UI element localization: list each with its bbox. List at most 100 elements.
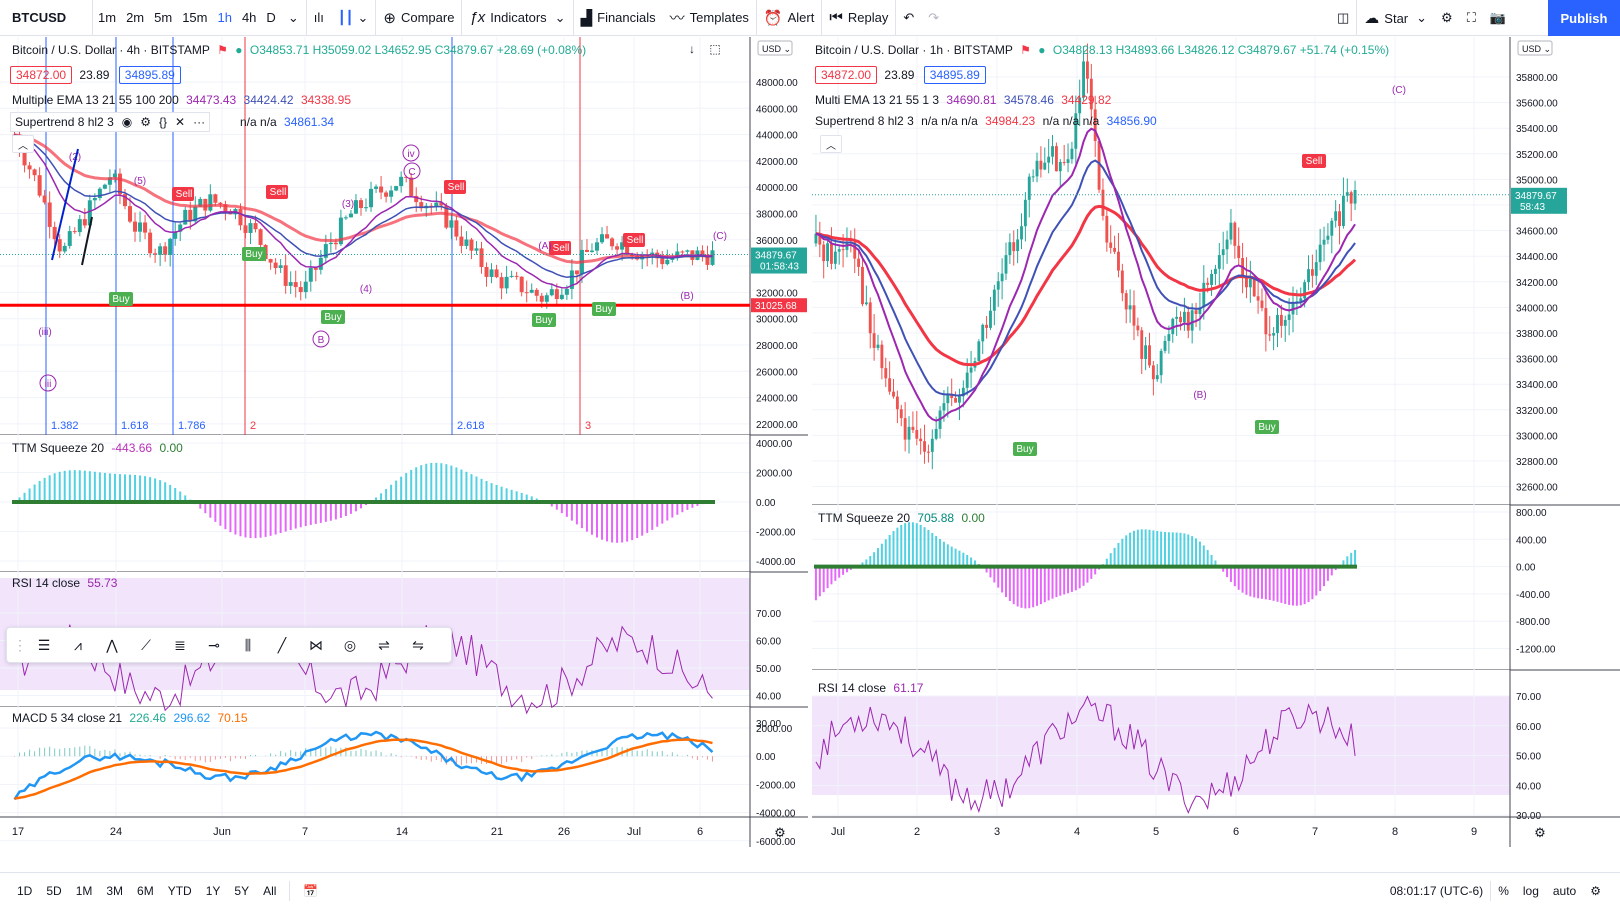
layout-button[interactable]: ◫ — [1330, 0, 1356, 36]
candle-body — [1279, 314, 1283, 326]
pattern-icon[interactable]: ⋈ — [309, 636, 323, 653]
alert-button[interactable]: ⏰ Alert — [763, 9, 815, 27]
horizontal-lines-icon[interactable]: ☰ — [37, 636, 51, 653]
current-price-label: 34879.67 — [755, 251, 797, 262]
candle-body — [218, 202, 223, 205]
horizontal-ray-icon[interactable]: ⊸ — [208, 636, 220, 653]
snapshot-button[interactable]: 📷 — [1483, 0, 1513, 36]
undo-button[interactable]: ↶ — [896, 0, 921, 36]
close-icon[interactable]: ✕ — [175, 115, 186, 129]
candle-body — [930, 438, 934, 452]
left-collapse-legend-button[interactable]: ︿ — [12, 135, 34, 153]
timeframe-dropdown[interactable]: ⌄ — [287, 9, 299, 25]
left-ask-button[interactable]: 34895.89 — [118, 66, 181, 84]
elliott-impulse-icon[interactable]: ⩘ — [74, 636, 82, 653]
gear-icon[interactable]: ⚙ — [140, 115, 151, 129]
candle-body — [318, 257, 323, 270]
star-button[interactable]: ☁ Star ⌄ — [1364, 10, 1428, 27]
range-1d[interactable]: 1D — [17, 883, 33, 898]
fx-icon: ƒx — [469, 9, 486, 26]
timeframe-2m[interactable]: 2m — [126, 10, 145, 25]
range-3m[interactable]: 3M — [106, 883, 124, 898]
range-ytd[interactable]: YTD — [167, 883, 192, 898]
more-icon[interactable]: ··· — [193, 115, 206, 129]
candle-body — [1020, 226, 1023, 240]
range-all[interactable]: All — [263, 883, 277, 898]
chart-type-candles-button[interactable]: ┃┃ ⌄ — [337, 9, 369, 25]
percent-toggle[interactable]: % — [1498, 883, 1509, 898]
price-tick-label: -1200.00 — [1516, 645, 1556, 656]
range-1y[interactable]: 1Y — [205, 883, 221, 898]
date-range-icon[interactable]: ⇋ — [412, 636, 424, 653]
timeframe-1h[interactable]: 1h — [217, 10, 232, 25]
price-tick-label: 35800.00 — [1516, 73, 1558, 84]
trend-line-icon[interactable]: ⟋ — [141, 636, 151, 653]
settings-button[interactable]: ⚙ — [1434, 0, 1460, 36]
range-1m[interactable]: 1M — [75, 883, 93, 898]
redo-button[interactable]: ↷ — [921, 0, 946, 36]
fib-spiral-icon[interactable]: ◎ — [343, 636, 357, 653]
log-toggle[interactable]: log — [1522, 883, 1539, 898]
financials-button[interactable]: ▟ Financials — [580, 9, 656, 27]
chevron-up-icon: ︿ — [826, 140, 836, 152]
candle-body — [283, 265, 288, 286]
left-supertrend-legend: Supertrend 8 hl2 3 ◉ ⚙ {} ✕ ··· — [10, 112, 211, 132]
ema-fast-line — [815, 127, 1356, 422]
time-tick-label: 9 — [1471, 826, 1477, 838]
publish-button[interactable]: Publish — [1548, 0, 1620, 36]
right-chart[interactable]: 35800.0035600.0035400.0035200.0035000.00… — [812, 37, 1620, 871]
signal-badge — [242, 247, 266, 261]
range-5d[interactable]: 5D — [46, 883, 62, 898]
candle-body — [143, 222, 148, 233]
chart-type-bars-button[interactable]: ılı — [307, 0, 331, 36]
candle-body — [600, 234, 605, 243]
timeframe-15m[interactable]: 15m — [182, 10, 208, 25]
fib-retracement-icon[interactable]: ≣ — [174, 636, 186, 653]
elliott-correction-icon[interactable]: ⋀ — [106, 636, 118, 653]
right-ask-button[interactable]: 34895.89 — [923, 66, 986, 84]
timeframe-1m[interactable]: 1m — [98, 10, 117, 25]
auto-toggle[interactable]: auto — [1552, 883, 1577, 898]
source-code-icon[interactable]: {} — [159, 115, 168, 129]
fib-time-label: 2.618 — [457, 420, 485, 432]
timeframe-5m[interactable]: 5m — [154, 10, 173, 25]
price-range-icon[interactable]: ⇌ — [378, 636, 390, 653]
price-tick-label: 33800.00 — [1516, 329, 1558, 340]
range-6m[interactable]: 6M — [137, 883, 154, 898]
go-to-date-button[interactable]: 📅 — [296, 884, 325, 898]
wave-circle — [39, 374, 57, 392]
price-tick-label: 22000.00 — [756, 420, 798, 431]
range-5y[interactable]: 5Y — [234, 883, 250, 898]
candle-body — [399, 176, 404, 187]
settings-button[interactable]: ⚙ — [1583, 884, 1608, 898]
signal-label: Buy — [535, 315, 552, 326]
indicators-button[interactable]: ƒx Indicators ⌄ — [469, 9, 566, 26]
candle-body — [961, 387, 965, 397]
symbol-search[interactable]: BTCUSD — [12, 10, 67, 25]
timeframe-D[interactable]: D — [266, 10, 276, 25]
replay-button[interactable]: ⏮ Replay — [829, 9, 889, 26]
clock-timezone[interactable]: 08:01:17 (UTC-6) — [1389, 883, 1484, 898]
right-collapse-legend-button[interactable]: ︿ — [820, 135, 842, 153]
candle-body — [958, 396, 961, 403]
time-tick-label: 7 — [1312, 826, 1318, 838]
candle-body — [559, 294, 564, 299]
fullscreen-button[interactable]: ⛶ — [1460, 0, 1483, 36]
candle-body — [1031, 176, 1035, 178]
drag-handle-icon[interactable]: ⋮ — [13, 636, 27, 653]
eye-icon[interactable]: ◉ — [121, 115, 133, 129]
candle-body — [1338, 211, 1341, 226]
candle-body — [589, 250, 594, 252]
left-bid-button[interactable]: 34872.00 — [10, 66, 73, 84]
candle-body — [158, 246, 163, 255]
compare-button[interactable]: ⊕ Compare — [383, 9, 455, 27]
candle-body — [489, 269, 494, 277]
candle-body — [1086, 61, 1089, 79]
price-tick-label: 35000.00 — [1516, 175, 1558, 186]
candle-body — [1054, 146, 1058, 172]
line-icon[interactable]: ╱ — [277, 636, 287, 653]
templates-button[interactable]: 〰 Templates — [663, 0, 756, 36]
timeframe-4h[interactable]: 4h — [241, 10, 257, 25]
vertical-lines-icon[interactable]: ⫼ — [244, 636, 252, 653]
right-bid-button[interactable]: 34872.00 — [815, 66, 878, 84]
